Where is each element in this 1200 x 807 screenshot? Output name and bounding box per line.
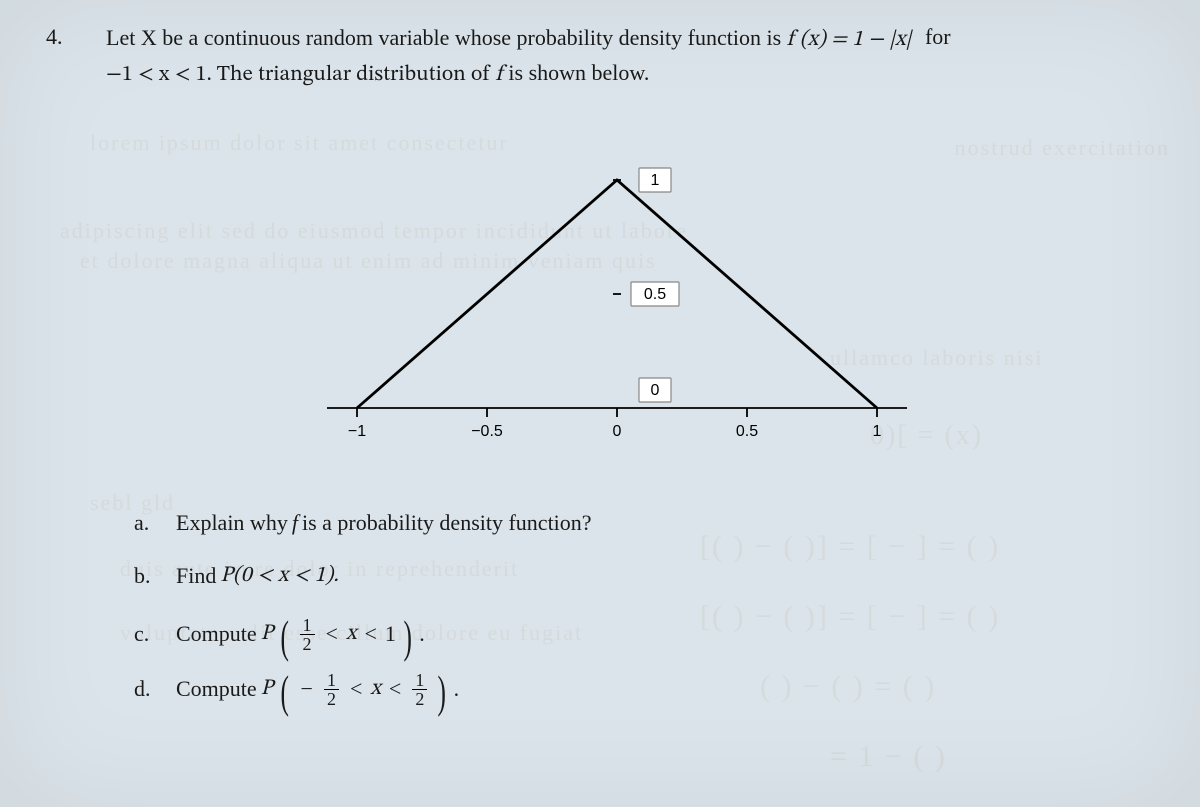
subpart-a-text-1: Explain why <box>176 510 288 536</box>
var-x: x <box>346 620 357 648</box>
fraction-num: 1 <box>300 616 315 634</box>
subpart-d: d. Compute P ( − 1 2 < x < 1 2 ) . <box>134 671 1154 708</box>
subparts: a. Explain why f is a probability densit… <box>134 510 1154 708</box>
problem-line2-b: is shown below. <box>508 60 649 85</box>
subpart-letter: b. <box>134 563 158 589</box>
problem-line2-f: f <box>495 64 508 86</box>
lt-sign: < <box>389 676 401 702</box>
fraction: 1 2 <box>300 616 315 653</box>
subpart-d-text: Compute <box>176 676 257 702</box>
subpart-letter: c. <box>134 621 158 647</box>
y-tick-label: 1 <box>651 172 660 189</box>
period: . <box>419 621 425 647</box>
graph-container: −1 −0.5 0 0.5 1 0 0.5 1 <box>80 150 1154 450</box>
problem-line1-a: Let X be a continuous random variable wh… <box>106 25 787 50</box>
subpart-a: a. Explain why f is a probability densit… <box>134 510 1154 536</box>
subpart-b: b. Find P(0 < x < 1). <box>134 562 1154 590</box>
x-tick-label: −1 <box>348 423 366 440</box>
problem-statement: Let X be a continuous random variable wh… <box>106 22 1144 92</box>
var-x: x <box>370 675 381 703</box>
subpart-letter: a. <box>134 510 158 536</box>
fraction-den: 2 <box>412 689 427 708</box>
lt-sign: < <box>365 621 377 647</box>
fraction-den: 2 <box>324 689 339 708</box>
fraction: 1 2 <box>412 671 427 708</box>
x-tick-label: 0.5 <box>736 423 758 440</box>
fraction-num: 1 <box>324 671 339 689</box>
problem-line2-a: −1 < x < 1. The triangular distribution … <box>106 64 495 86</box>
subpart-b-text: Find <box>176 563 216 589</box>
fraction-num: 1 <box>412 671 427 689</box>
lt-sign: < <box>350 676 362 702</box>
triangle-plot: −1 −0.5 0 0.5 1 0 0.5 1 <box>267 150 967 450</box>
problem-eq: f (x) = 1 − |x| <box>787 29 912 51</box>
problem-for: for <box>925 24 951 49</box>
subpart-b-expr: P(0 < x < 1). <box>220 562 338 590</box>
fraction: 1 2 <box>324 671 339 708</box>
problem-number: 4. <box>46 24 63 50</box>
one: 1 <box>385 621 396 647</box>
page: 4. Let X be a continuous random variable… <box>0 0 1200 807</box>
subpart-a-f: f <box>292 510 298 536</box>
subpart-a-text-2: is a probability density function? <box>302 510 592 536</box>
subpart-d-P: P <box>261 675 274 703</box>
y-tick-label: 0 <box>651 382 660 399</box>
subpart-letter: d. <box>134 676 158 702</box>
fraction-den: 2 <box>300 634 315 653</box>
y-tick-label: 0.5 <box>644 286 666 303</box>
x-tick-label: −0.5 <box>471 423 503 440</box>
period: . <box>454 676 460 702</box>
subpart-c-text: Compute <box>176 621 257 647</box>
subpart-c: c. Compute P ( 1 2 < x < 1 ) . <box>134 616 1154 653</box>
lt-sign: < <box>326 621 338 647</box>
x-tick-label: 1 <box>873 423 882 440</box>
x-tick-label: 0 <box>613 423 622 440</box>
subpart-c-P: P <box>261 620 274 648</box>
minus-sign: − <box>301 676 313 702</box>
